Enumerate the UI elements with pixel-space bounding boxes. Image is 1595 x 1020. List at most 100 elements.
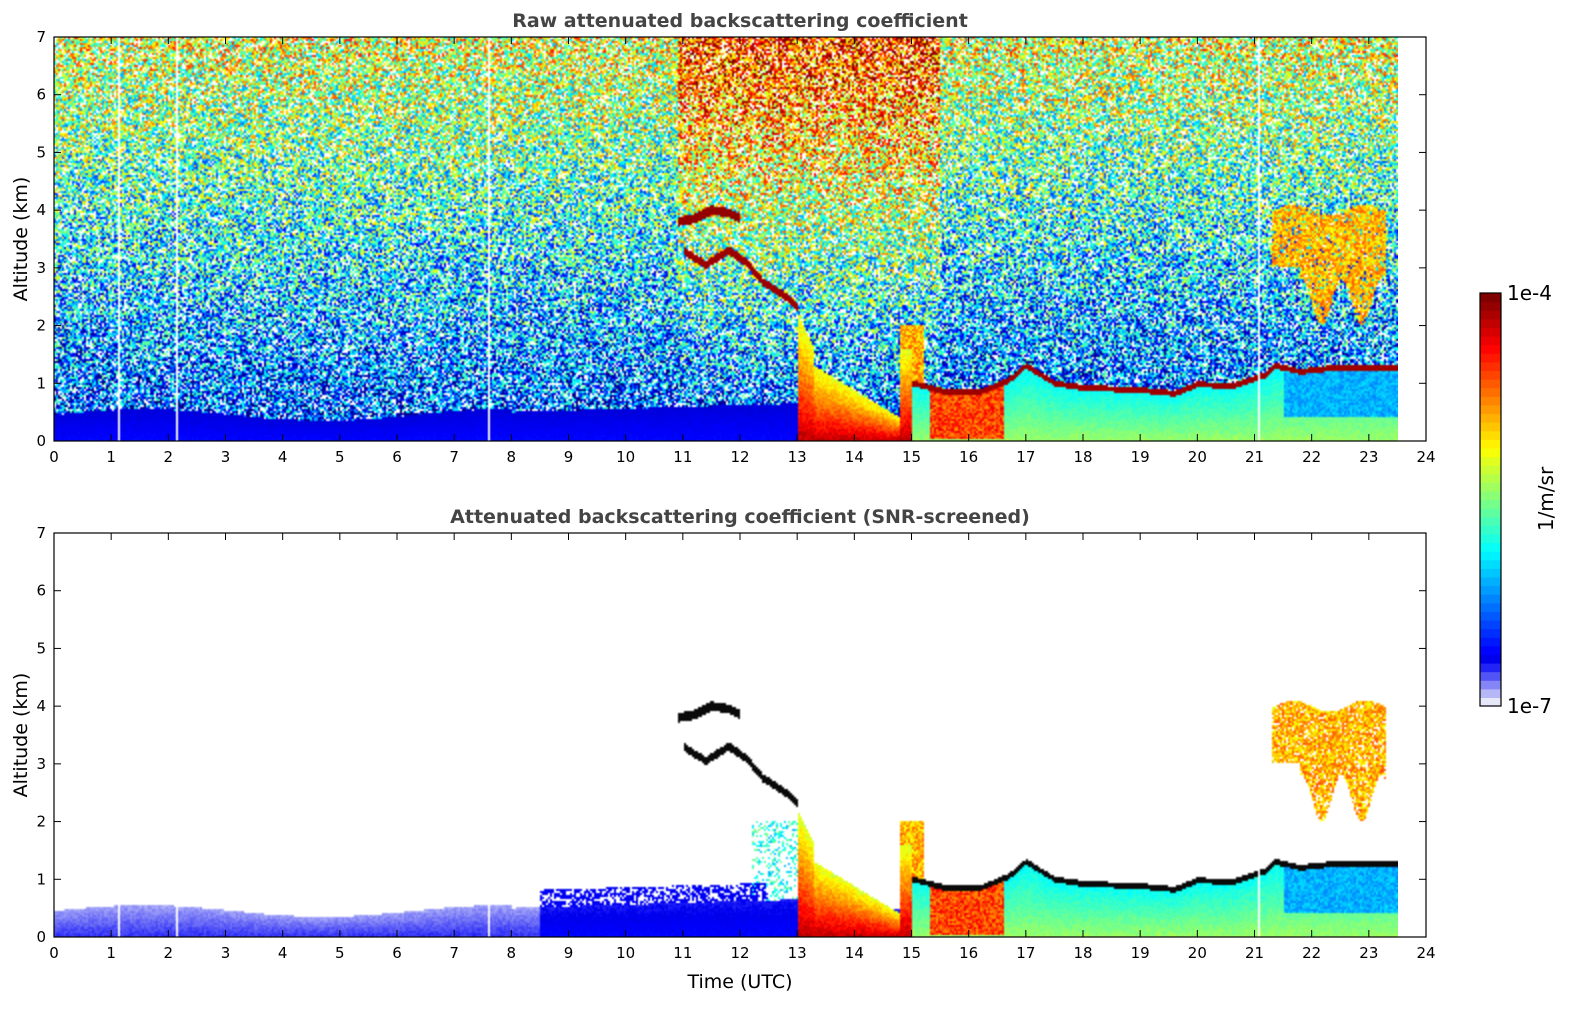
bottom-x-tick-label: 0: [49, 944, 59, 962]
top-x-tick-label: 2: [164, 448, 174, 466]
bottom-x-tick-label: 19: [1131, 944, 1150, 962]
colorbar-step: [1480, 525, 1501, 535]
bottom-x-tick-label: 12: [730, 944, 749, 962]
top-x-tick-label: 4: [278, 448, 288, 466]
top-y-tick-label: 0: [36, 432, 46, 450]
colorbar: 1e-4 1e-7 1/m/sr: [1479, 281, 1558, 718]
colorbar-step: [1480, 361, 1501, 372]
colorbar-unit-label: 1/m/sr: [1534, 466, 1558, 531]
bottom-x-tick-label: 7: [449, 944, 459, 962]
colorbar-step: [1480, 490, 1501, 501]
colorbar-step: [1480, 662, 1501, 673]
bottom-x-tick-label: 8: [507, 944, 517, 962]
colorbar-step: [1480, 301, 1501, 311]
bottom-x-tick-label: 20: [1188, 944, 1207, 962]
colorbar-step: [1480, 379, 1501, 389]
top-x-tick-label: 12: [730, 448, 749, 466]
top-y-tick-label: 2: [36, 317, 46, 335]
colorbar-step: [1480, 310, 1501, 320]
bottom-x-tick-label: 14: [845, 944, 864, 962]
top-x-tick-label: 7: [449, 448, 459, 466]
colorbar-step: [1480, 602, 1501, 612]
colorbar-step: [1480, 413, 1501, 423]
top-x-tick-label: 6: [392, 448, 402, 466]
top-x-tick-label: 5: [335, 448, 345, 466]
colorbar-step: [1480, 447, 1501, 458]
colorbar-step: [1480, 551, 1501, 561]
colorbar-step: [1480, 559, 1501, 569]
top-panel: Raw attenuated backscattering coefficien…: [10, 10, 1436, 466]
colorbar-step: [1480, 568, 1501, 578]
colorbar-step: [1480, 482, 1501, 492]
colorbar-step: [1480, 439, 1501, 449]
top-x-tick-label: 11: [673, 448, 692, 466]
bottom-y-tick-label: 2: [36, 813, 46, 831]
colorbar-step: [1480, 422, 1501, 432]
colorbar-step: [1480, 353, 1501, 363]
top-x-tick-label: 17: [1016, 448, 1035, 466]
top-y-tick-label: 6: [36, 86, 46, 104]
colorbar-step: [1480, 688, 1501, 698]
bottom-x-tick-label: 13: [788, 944, 807, 962]
bottom-x-tick-label: 10: [616, 944, 635, 962]
bottom-panel: Attenuated backscattering coefficient (S…: [10, 506, 1436, 993]
top-x-tick-label: 10: [616, 448, 635, 466]
top-x-tick-label: 13: [788, 448, 807, 466]
top-x-tick-label: 3: [221, 448, 231, 466]
bottom-x-tick-label: 24: [1416, 944, 1435, 962]
bottom-x-tick-label: 15: [902, 944, 921, 962]
colorbar-step: [1480, 585, 1501, 595]
top-x-tick-label: 18: [1073, 448, 1092, 466]
colorbar-step: [1480, 430, 1501, 440]
top-x-tick-label: 8: [507, 448, 517, 466]
colorbar-step: [1480, 654, 1501, 664]
bottom-heatmap-image: [54, 533, 1398, 937]
top-y-tick-label: 3: [36, 259, 46, 277]
colorbar-step: [1480, 516, 1501, 526]
colorbar-step: [1480, 628, 1501, 638]
colorbar-step: [1480, 465, 1501, 475]
top-y-tick-label: 4: [36, 201, 46, 219]
top-heatmap-image: [54, 37, 1398, 441]
top-x-tick-label: 19: [1131, 448, 1150, 466]
bottom-x-tick-label: 4: [278, 944, 288, 962]
colorbar-step: [1480, 318, 1501, 329]
bottom-x-tick-label: 16: [959, 944, 978, 962]
bottom-y-axis-label: Altitude (km): [10, 673, 32, 798]
bottom-y-tick-label: 0: [36, 928, 46, 946]
colorbar-step: [1480, 336, 1501, 346]
bottom-y-tick-label: 5: [36, 639, 46, 657]
colorbar-gradient: [1480, 293, 1501, 707]
bottom-x-tick-label: 21: [1245, 944, 1264, 962]
top-x-tick-label: 14: [845, 448, 864, 466]
top-x-tick-label: 16: [959, 448, 978, 466]
bottom-x-tick-label: 11: [673, 944, 692, 962]
colorbar-step: [1480, 697, 1501, 707]
top-x-tick-label: 9: [564, 448, 574, 466]
colorbar-step: [1480, 473, 1501, 483]
top-chart-title: Raw attenuated backscattering coefficien…: [512, 10, 968, 32]
colorbar-step: [1480, 370, 1501, 380]
colorbar-step: [1480, 680, 1501, 690]
bottom-x-axis-label: Time (UTC): [686, 971, 792, 993]
colorbar-max-label: 1e-4: [1507, 281, 1552, 305]
colorbar-step: [1480, 611, 1501, 621]
bottom-x-tick-label: 1: [106, 944, 116, 962]
colorbar-step: [1480, 645, 1501, 655]
colorbar-step: [1480, 456, 1501, 466]
colorbar-step: [1480, 533, 1501, 544]
bottom-x-tick-label: 22: [1302, 944, 1321, 962]
bottom-y-tick-label: 4: [36, 697, 46, 715]
colorbar-step: [1480, 542, 1501, 552]
bottom-chart-title: Attenuated backscattering coefficient (S…: [450, 506, 1030, 528]
top-x-tick-label: 0: [49, 448, 59, 466]
bottom-y-tick-label: 3: [36, 755, 46, 773]
top-y-axis-label: Altitude (km): [10, 177, 32, 302]
colorbar-step: [1480, 404, 1501, 415]
colorbar-step: [1480, 344, 1501, 354]
bottom-x-tick-label: 23: [1359, 944, 1378, 962]
top-x-tick-label: 24: [1416, 448, 1435, 466]
colorbar-step: [1480, 327, 1501, 337]
top-x-tick-label: 1: [106, 448, 116, 466]
bottom-y-tick-label: 6: [36, 582, 46, 600]
